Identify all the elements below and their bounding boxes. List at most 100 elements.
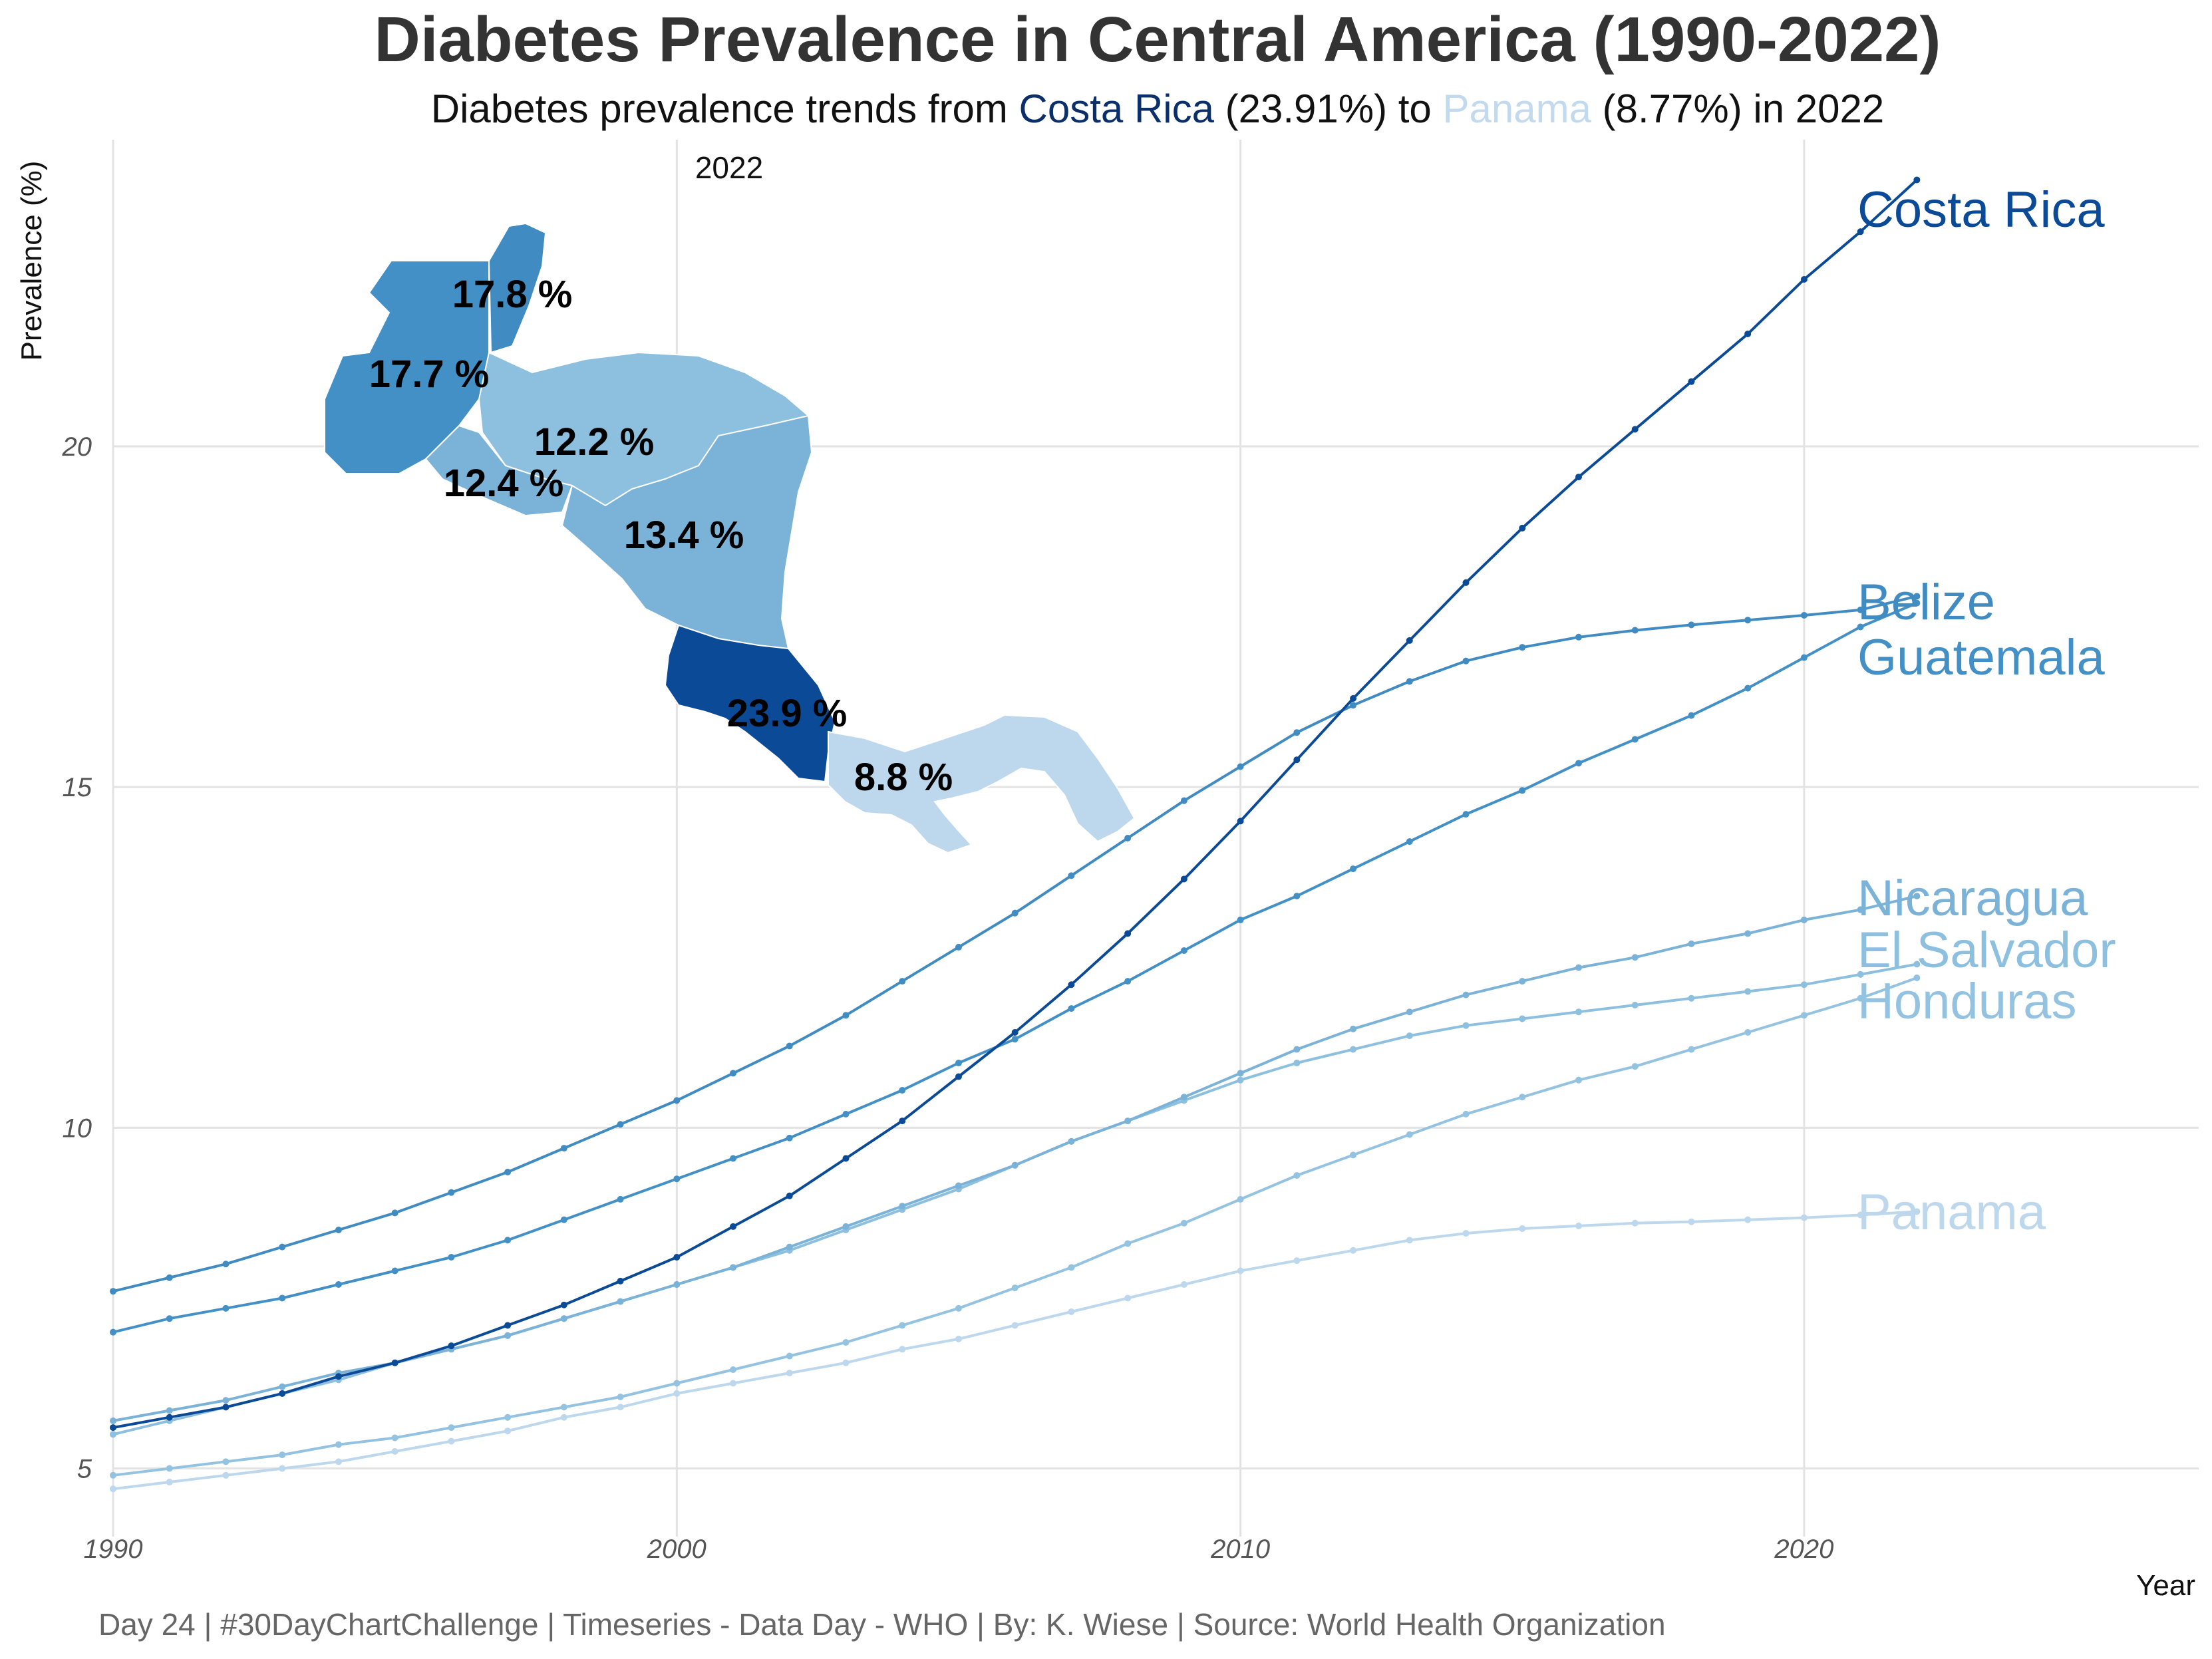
data-point — [1350, 1025, 1357, 1032]
data-point — [335, 1458, 342, 1465]
data-point — [1293, 893, 1301, 900]
data-point — [1913, 893, 1921, 900]
data-point — [1631, 1001, 1639, 1008]
series-line-belize — [112, 595, 1917, 1293]
y-tick-label: 5 — [77, 1455, 92, 1484]
data-point — [1575, 760, 1582, 767]
data-point — [1462, 1110, 1470, 1118]
data-point — [673, 1097, 681, 1104]
data-point — [955, 1335, 962, 1342]
data-point — [1800, 612, 1808, 619]
data-point — [955, 1182, 962, 1189]
data-point — [899, 1087, 906, 1094]
x-tick-label: 2020 — [1774, 1535, 1833, 1564]
data-point — [279, 1294, 286, 1302]
data-point — [1293, 1257, 1301, 1265]
data-point — [1011, 1161, 1019, 1169]
data-point — [1293, 1172, 1301, 1179]
data-point — [1800, 276, 1808, 283]
data-point — [1688, 1046, 1695, 1053]
data-point — [166, 1407, 173, 1414]
map-costa-rica — [664, 624, 836, 783]
data-point — [1519, 1015, 1526, 1022]
data-point — [1857, 971, 1864, 978]
map-label-costa-rica: 23.9 % — [727, 692, 848, 735]
data-point — [1631, 1219, 1639, 1227]
y-axis-title: Prevalence (%) — [15, 161, 48, 361]
data-point — [1857, 1211, 1864, 1219]
central-america-map: 2022 17.8 % 17.7 % 12.2 % 12.4 % 13.4 % … — [324, 150, 1136, 854]
data-point — [842, 1339, 850, 1346]
data-point — [1744, 330, 1752, 337]
data-point — [560, 1414, 567, 1421]
data-point — [222, 1404, 230, 1411]
data-point — [955, 1073, 962, 1080]
data-point — [1575, 1076, 1582, 1084]
data-point — [560, 1301, 567, 1308]
data-point — [1913, 176, 1921, 184]
data-point — [899, 1346, 906, 1353]
subtitle-prefix: Diabetes prevalence trends from — [431, 86, 1019, 131]
data-point — [110, 1471, 116, 1479]
data-point — [448, 1254, 455, 1261]
data-point — [1631, 954, 1639, 961]
data-point — [1350, 695, 1357, 702]
end-label-guatemala: Guatemala — [1857, 629, 2105, 686]
data-point — [1406, 678, 1413, 685]
data-point — [617, 1404, 624, 1411]
data-point — [448, 1437, 455, 1445]
data-point — [617, 1121, 624, 1128]
data-point — [279, 1451, 286, 1459]
data-point — [1688, 712, 1695, 719]
data-point — [1237, 916, 1244, 923]
data-point — [730, 1264, 737, 1271]
data-point — [335, 1441, 342, 1448]
data-point — [1744, 617, 1752, 624]
data-point — [842, 1223, 850, 1230]
data-point — [1857, 994, 1864, 1002]
data-point — [391, 1434, 398, 1441]
data-point — [1180, 1094, 1187, 1101]
data-point — [504, 1414, 512, 1421]
y-tick-label: 15 — [63, 773, 92, 802]
y-tick-label: 20 — [62, 432, 92, 462]
data-point — [899, 1118, 906, 1125]
data-point — [279, 1243, 286, 1251]
data-point — [842, 1110, 850, 1118]
subtitle-high-value: (23.91%) to — [1214, 86, 1443, 131]
data-point — [1519, 978, 1526, 985]
series-line-panama — [112, 1210, 1917, 1491]
series-honduras — [110, 975, 1921, 1479]
data-point — [279, 1465, 286, 1472]
data-point — [730, 1070, 737, 1077]
data-point — [1462, 1022, 1470, 1029]
data-point — [110, 1288, 116, 1295]
data-point — [730, 1155, 737, 1162]
data-point — [1293, 1046, 1301, 1053]
data-point — [1068, 1264, 1075, 1271]
data-point — [955, 1304, 962, 1312]
data-point — [842, 1155, 850, 1162]
data-point — [279, 1390, 286, 1397]
data-point — [222, 1304, 230, 1312]
series-lines — [110, 176, 1921, 1493]
data-point — [786, 1042, 793, 1050]
series-costa-rica — [110, 176, 1921, 1432]
data-point — [1519, 787, 1526, 794]
data-point — [1180, 947, 1187, 955]
data-point — [1800, 916, 1808, 923]
data-point — [1124, 1240, 1132, 1247]
data-point — [560, 1216, 567, 1223]
data-point — [1744, 988, 1752, 995]
data-point — [335, 1227, 342, 1234]
data-point — [1688, 1218, 1695, 1225]
data-point — [1406, 637, 1413, 644]
data-point — [1575, 1222, 1582, 1229]
data-point — [448, 1424, 455, 1432]
series-line-honduras — [112, 977, 1918, 1477]
data-point — [1406, 1008, 1413, 1016]
data-point — [1237, 818, 1244, 825]
data-point — [222, 1471, 230, 1479]
x-tick-label: 2010 — [1210, 1535, 1270, 1564]
